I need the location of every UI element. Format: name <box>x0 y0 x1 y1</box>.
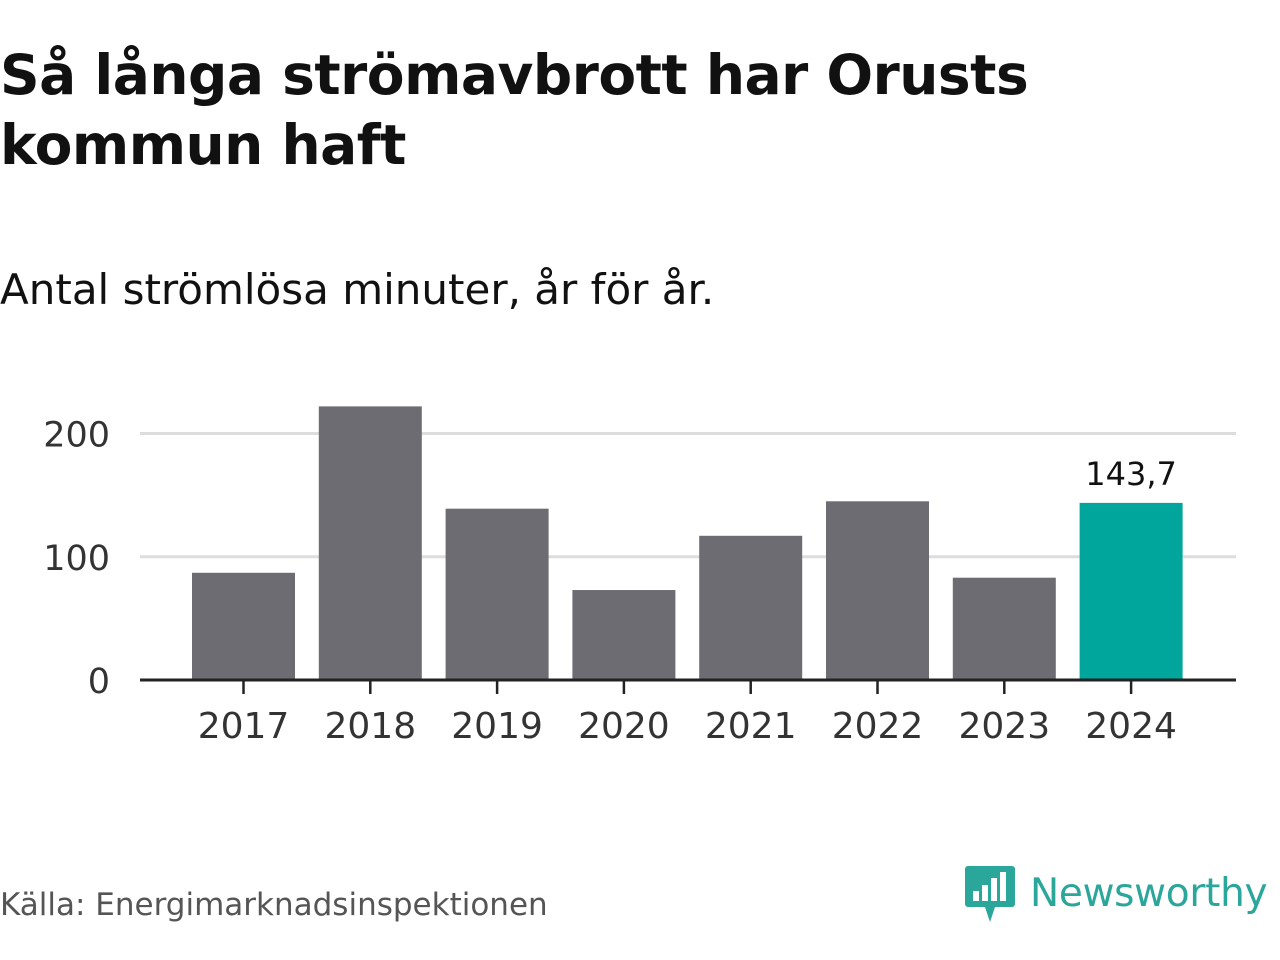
bar <box>318 406 422 680</box>
x-tick-label: 2018 <box>324 706 416 747</box>
y-tick-label: 100 <box>43 539 110 579</box>
bar <box>952 577 1056 680</box>
x-tick-label: 2024 <box>1085 706 1177 747</box>
bar-chart: 0 100 200 2017 2018 2019 2020 2021 2022 2023 2024 1… <box>43 406 1236 748</box>
axes <box>140 678 1236 694</box>
labels: 0 100 200 2017 2018 2019 2020 2021 2022 2023 2024 1… <box>43 416 1177 748</box>
bar <box>445 508 549 680</box>
brand-name: Newsworthy <box>1030 871 1268 916</box>
bar <box>572 590 676 680</box>
source-note: Källa: Energimarknadsinspektionen <box>0 887 548 923</box>
bar <box>826 501 929 680</box>
chart-title: Så långa strömavbrott har Orusts kommun … <box>0 43 1029 177</box>
bar <box>699 535 803 680</box>
bar-chart-speech-bubble-icon <box>965 866 1015 922</box>
bars <box>192 406 1183 680</box>
bar <box>192 572 295 680</box>
x-tick-label: 2020 <box>578 706 670 747</box>
x-tick-label: 2023 <box>958 706 1050 747</box>
data-label: 143,7 <box>1085 455 1177 493</box>
x-tick-label: 2021 <box>705 706 797 747</box>
bar <box>1079 502 1183 680</box>
chart-subtitle: Antal strömlösa minuter, år för år. <box>0 265 715 314</box>
x-tick-label: 2019 <box>451 706 543 747</box>
y-tick-label: 0 <box>88 662 110 702</box>
x-tick-label: 2022 <box>832 706 924 747</box>
newsworthy-logo: Newsworthy <box>964 864 1268 924</box>
x-tick-label: 2017 <box>198 706 290 747</box>
y-tick-label: 200 <box>43 416 110 456</box>
grid-lines <box>140 432 1236 559</box>
